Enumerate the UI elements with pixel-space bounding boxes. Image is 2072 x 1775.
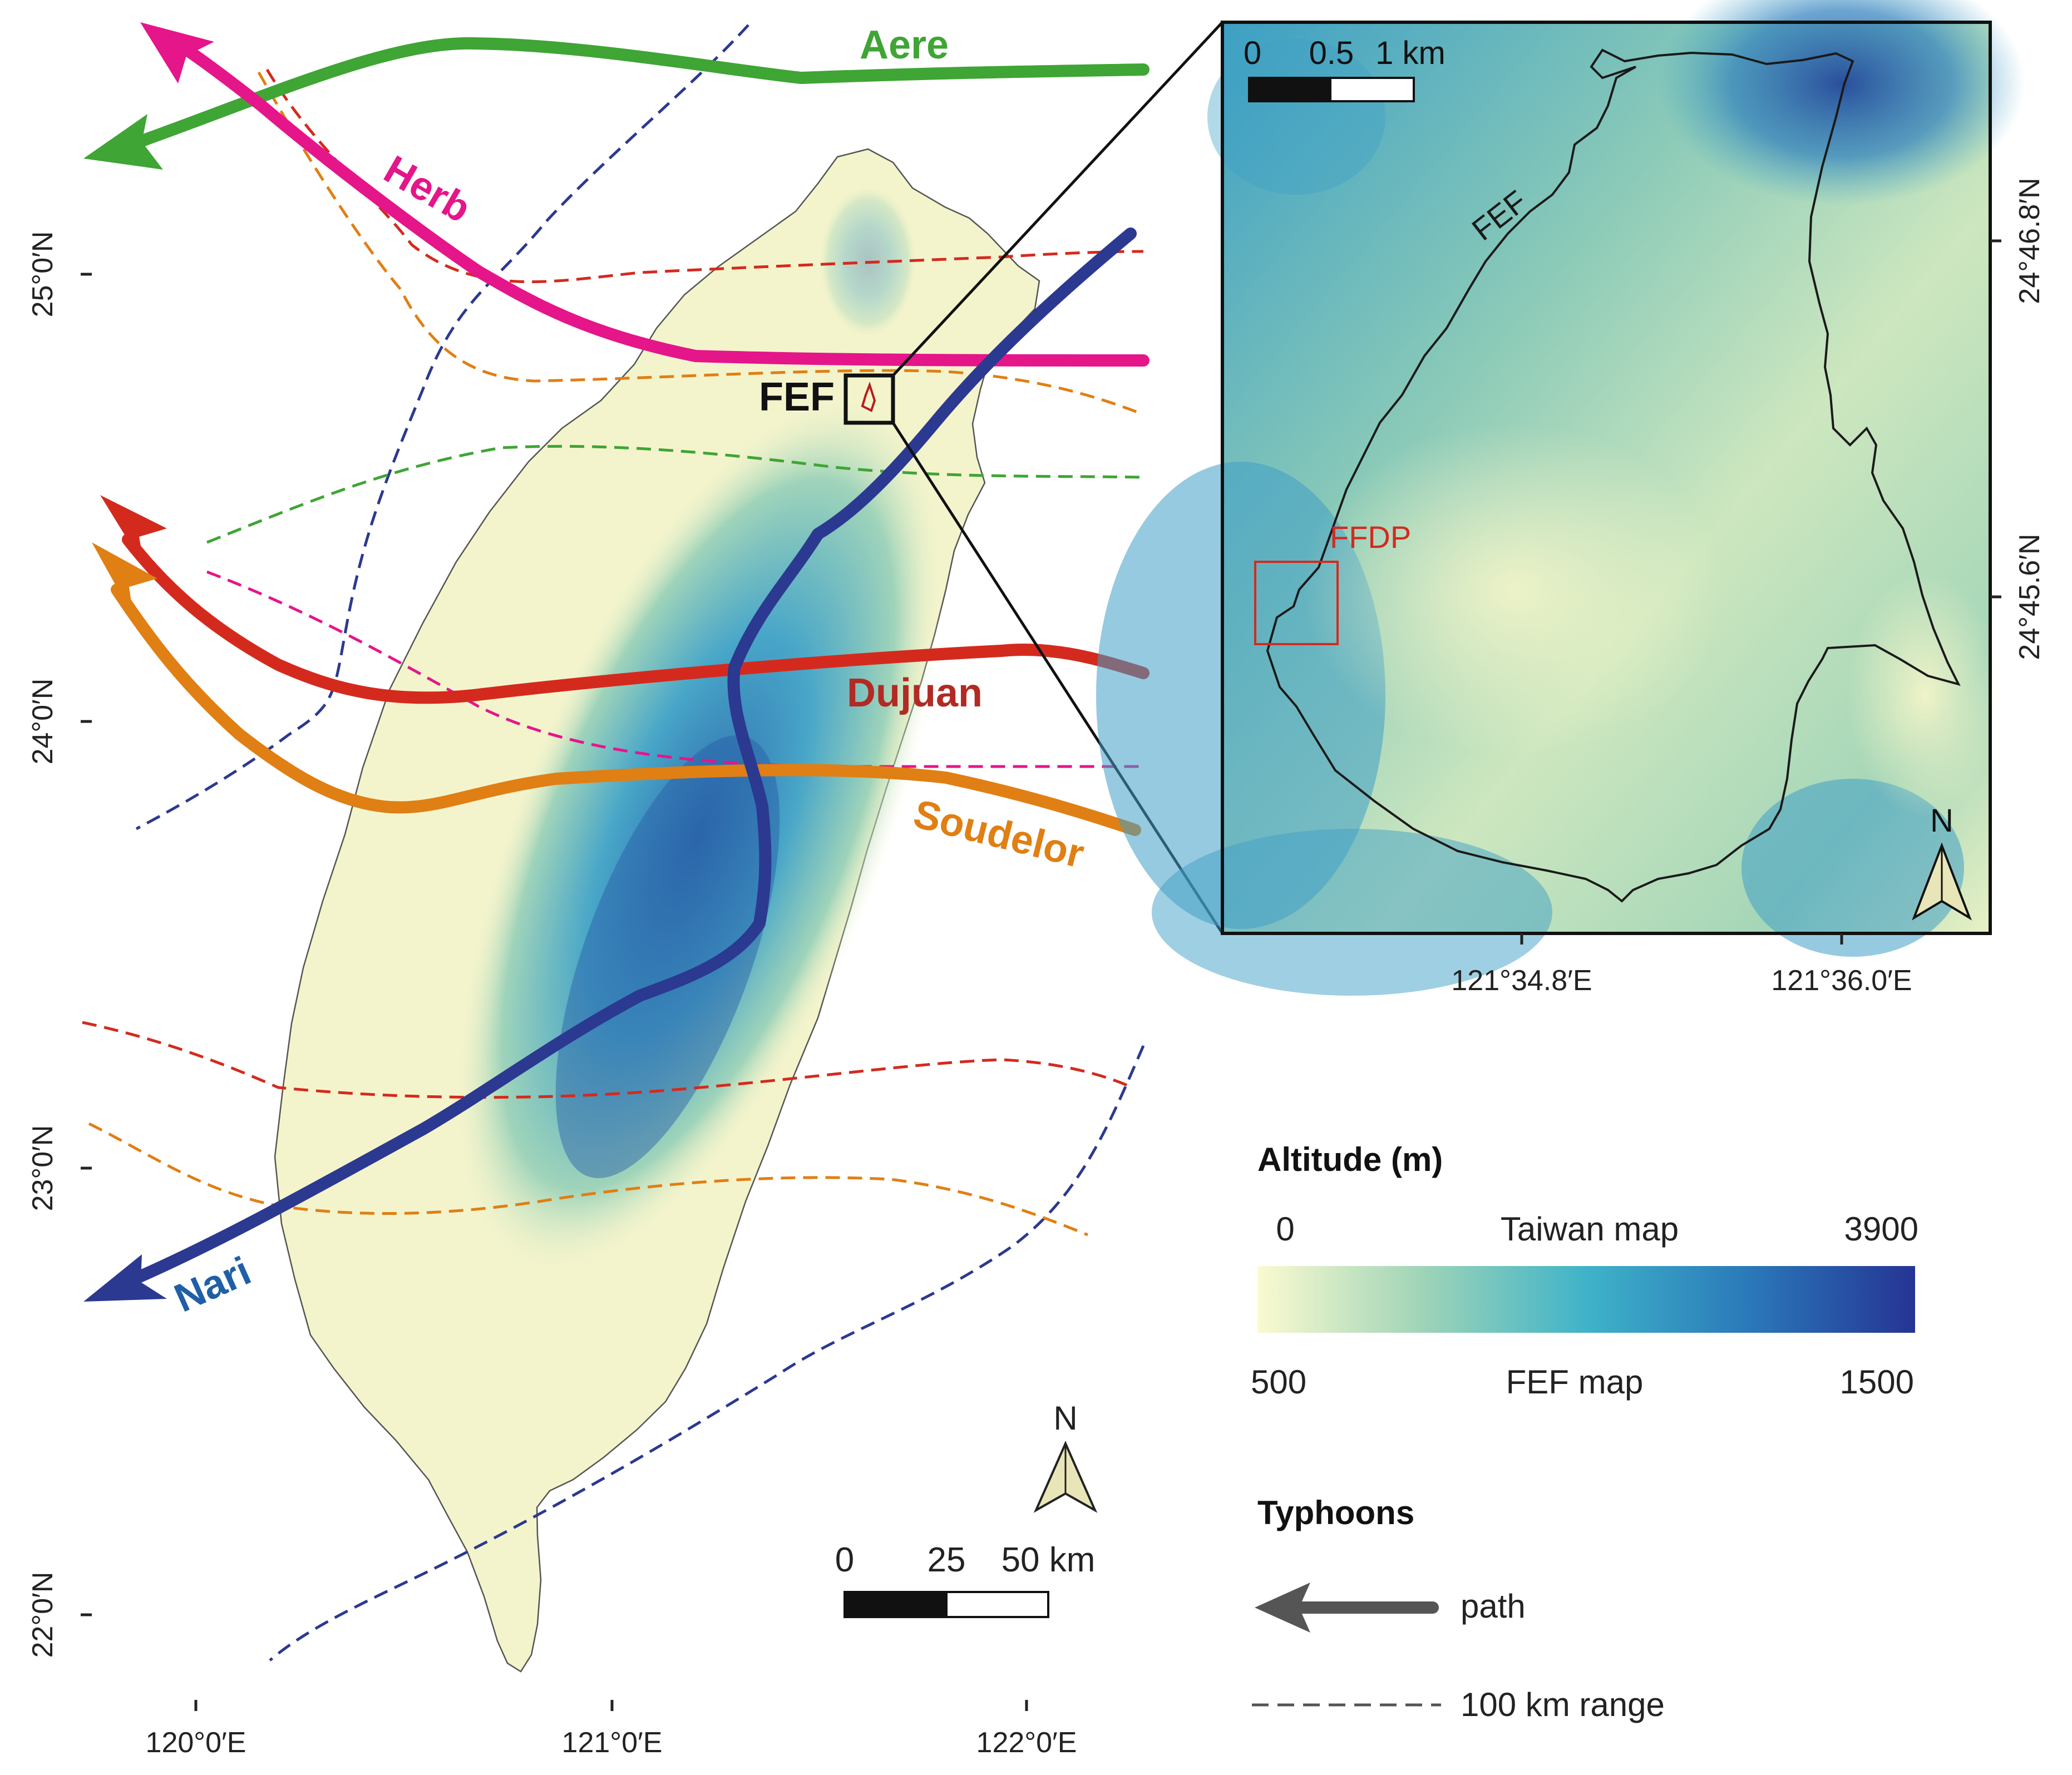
inset-lon-label-3600: 121°36.0′E [1771, 965, 1912, 997]
lat-label-24n: 24°0′N [27, 679, 59, 765]
main-north-label: N [1053, 1400, 1077, 1437]
typhoon-labels: Aere Herb Dujuan Soudelor Nari [168, 23, 1088, 1321]
legend-path-item: path [1255, 1583, 1526, 1633]
legend-fef-max: 1500 [1840, 1363, 1914, 1401]
soudelor-arrowhead [92, 542, 157, 617]
nari-arrowhead [83, 1254, 167, 1302]
inset-north-arrow: N [1912, 803, 1972, 921]
main-scale-segment-dark [845, 1592, 946, 1617]
inset-connector-top [892, 21, 1224, 377]
lon-label-121e: 121°0′E [562, 1727, 663, 1759]
fef-site-outline [861, 382, 876, 412]
lat-label-23n: 23°0′N [27, 1125, 59, 1212]
altitude-colorbar [1257, 1266, 1915, 1333]
inset-scale-tick-0: 0 [1244, 35, 1261, 71]
fef-site-label: FEF [759, 375, 835, 419]
main-north-arrow: N [1033, 1400, 1098, 1513]
dujuan-path [122, 533, 1150, 704]
typhoon-label-herb: Herb [377, 147, 478, 231]
typhoon-label-aere: Aere [860, 23, 949, 67]
central-mountains [452, 390, 944, 1278]
central-mountains-peak [555, 735, 780, 1178]
typhoon-paths [83, 22, 1150, 1302]
legend-path-label: path [1461, 1588, 1526, 1625]
inset-scale-tick-half: 0.5 [1309, 35, 1354, 71]
main-scale-segment-light [945, 1591, 1049, 1618]
main-scale-tick-0: 0 [835, 1541, 854, 1579]
legend-fef-min: 500 [1251, 1363, 1306, 1401]
main-scale-tick-50: 50 km [1002, 1541, 1096, 1579]
ffdp-plot-label: FFDP [1330, 520, 1411, 555]
lon-axis: 120°0′E 121°0′E 122°0′E [146, 1700, 1077, 1759]
inset-lat-axis: 24°46.8′N 24°45.6′N [1990, 177, 2046, 660]
inset-lat-label-4680: 24°46.8′N [2014, 177, 2046, 304]
lat-label-22n: 22°0′N [27, 1572, 59, 1658]
inset-north-label: N [1930, 803, 1953, 839]
aere-range [206, 444, 1144, 544]
inset-lon-label-3480: 121°34.8′E [1451, 965, 1592, 997]
soudelor-path [111, 584, 1141, 836]
legend-taiwan-label: Taiwan map [1501, 1210, 1679, 1248]
nari-range-south [269, 1045, 1145, 1662]
nari-range-north [135, 24, 749, 830]
aere-path [133, 37, 1150, 148]
fef-site-marker: FEF [759, 373, 895, 425]
herb-path [164, 33, 1150, 367]
fef-site-box [843, 373, 895, 425]
inset-scale-tick-1km: 1 km [1375, 35, 1446, 71]
inset-scale-segment-light [1331, 78, 1414, 101]
dujuan-arrowhead [100, 495, 167, 567]
typhoon-label-dujuan: Dujuan [847, 671, 983, 715]
lon-label-120e: 120°0′E [146, 1727, 246, 1759]
legend-taiwan-min: 0 [1276, 1210, 1294, 1248]
main-scale-bar: 0 25 50 km [835, 1541, 1096, 1618]
fef-watershed-boundary [1266, 48, 1961, 903]
inset-scale-segment-dark [1249, 78, 1331, 101]
inset-scale-bar: 0 0.5 1 km [1244, 35, 1446, 102]
typhoon-ranges [82, 24, 1145, 1662]
legend-range-item: 100 km range [1252, 1686, 1665, 1723]
main-map: 25°0′N 24°0′N 23°0′N 22°0′N 120°0′E 121°… [27, 21, 1224, 1759]
legend: Altitude (m) 0 Taiwan map 3900 500 FEF m… [1251, 1141, 1918, 1723]
legend-taiwan-max: 3900 [1844, 1210, 1918, 1248]
dujuan-range-south [82, 1021, 1133, 1099]
nari-path [127, 228, 1137, 1285]
lat-label-25n: 25°0′N [27, 231, 59, 318]
ffdp-plot-box [1254, 561, 1339, 645]
inset-lat-label-4560: 24°45.6′N [2014, 533, 2046, 660]
legend-typhoons-title: Typhoons [1257, 1494, 1414, 1531]
legend-range-label: 100 km range [1461, 1686, 1665, 1723]
legend-altitude-title: Altitude (m) [1257, 1141, 1443, 1178]
herb-arrowhead [140, 22, 214, 83]
main-scale-tick-25: 25 [928, 1541, 966, 1579]
herb-range-south [206, 570, 1143, 768]
inset-lon-axis: 121°34.8′E 121°36.0′E [1451, 933, 1912, 997]
lon-label-122e: 122°0′E [976, 1727, 1077, 1759]
inset-map: FEF FFDP 0 0.5 1 km N 24°46.8′N 24°45.6′… [1096, 0, 2046, 997]
legend-fef-label: FEF map [1506, 1363, 1644, 1401]
inset-frame [1221, 21, 1992, 935]
lat-axis: 25°0′N 24°0′N 23°0′N 22°0′N [27, 231, 92, 1658]
herb-range-orange [257, 71, 1144, 416]
path-arrow-icon [1255, 1583, 1310, 1633]
aere-arrowhead [83, 114, 163, 170]
